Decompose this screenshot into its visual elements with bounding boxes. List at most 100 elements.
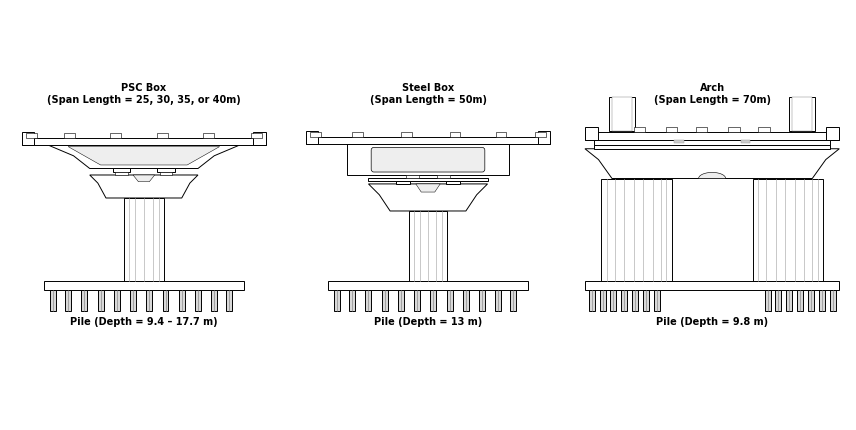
Bar xyxy=(538,131,550,145)
Bar xyxy=(776,291,782,311)
Bar xyxy=(787,291,793,311)
Bar xyxy=(306,131,318,145)
Bar xyxy=(310,132,321,137)
Bar xyxy=(610,291,616,311)
Bar xyxy=(81,291,87,311)
Bar xyxy=(621,291,627,311)
Bar xyxy=(306,137,550,145)
Polygon shape xyxy=(90,175,198,199)
Bar xyxy=(395,181,410,184)
Bar xyxy=(818,291,824,311)
Bar xyxy=(449,132,461,137)
FancyBboxPatch shape xyxy=(372,148,484,172)
Bar xyxy=(632,291,638,311)
Bar xyxy=(654,291,660,311)
Bar xyxy=(160,173,172,175)
Bar xyxy=(808,291,814,311)
Bar xyxy=(447,291,453,311)
Bar xyxy=(366,291,372,311)
Bar xyxy=(179,291,185,311)
Polygon shape xyxy=(585,149,840,179)
Bar xyxy=(463,291,469,311)
Bar xyxy=(789,98,815,131)
Bar xyxy=(437,176,449,178)
Bar xyxy=(479,291,485,311)
Bar xyxy=(347,145,509,176)
Bar xyxy=(826,127,840,141)
Bar xyxy=(382,291,388,311)
Text: Steel Box
(Span Length = 50m): Steel Box (Span Length = 50m) xyxy=(370,83,486,104)
Bar xyxy=(829,291,835,311)
Bar xyxy=(446,181,461,184)
Bar xyxy=(764,291,770,311)
Bar xyxy=(612,98,633,131)
Bar xyxy=(510,291,516,311)
Bar xyxy=(752,179,823,281)
Bar xyxy=(496,291,502,311)
Bar xyxy=(535,132,546,137)
Polygon shape xyxy=(698,173,726,179)
Bar xyxy=(98,291,104,311)
Bar xyxy=(601,179,672,281)
Bar xyxy=(599,291,605,311)
Bar xyxy=(251,134,262,138)
Text: Arch
(Span Length = 70m): Arch (Span Length = 70m) xyxy=(654,83,770,104)
Bar xyxy=(407,176,419,178)
Bar xyxy=(349,291,355,311)
Bar xyxy=(740,141,750,143)
Text: Pile (Depth = 9.8 m): Pile (Depth = 9.8 m) xyxy=(656,316,768,326)
Bar xyxy=(195,291,201,311)
Bar xyxy=(22,138,265,146)
Bar xyxy=(51,291,56,311)
Bar xyxy=(431,291,437,311)
Bar xyxy=(594,141,829,146)
Bar xyxy=(328,281,528,291)
Bar xyxy=(797,291,803,311)
Polygon shape xyxy=(133,175,155,182)
Polygon shape xyxy=(416,184,440,193)
Bar xyxy=(585,281,840,291)
Bar xyxy=(398,291,404,311)
Text: Pile (Depth = 13 m): Pile (Depth = 13 m) xyxy=(374,316,482,326)
Bar xyxy=(130,291,136,311)
Polygon shape xyxy=(49,146,239,169)
Text: Pile (Depth = 9.4 – 17.7 m): Pile (Depth = 9.4 – 17.7 m) xyxy=(70,316,217,326)
Bar xyxy=(633,127,645,133)
Bar xyxy=(589,291,595,311)
Bar xyxy=(335,291,341,311)
Polygon shape xyxy=(368,184,488,212)
Bar xyxy=(409,212,447,281)
Bar xyxy=(666,127,677,133)
Bar xyxy=(163,291,169,311)
Text: PSC Box
(Span Length = 25, 30, 35, or 40m): PSC Box (Span Length = 25, 30, 35, or 40… xyxy=(47,83,241,104)
Bar xyxy=(594,146,829,149)
Bar xyxy=(123,199,164,281)
Bar xyxy=(368,178,488,181)
Bar xyxy=(110,134,121,138)
Bar xyxy=(352,132,363,137)
Bar xyxy=(643,291,649,311)
Bar xyxy=(158,169,175,173)
Bar xyxy=(609,98,635,131)
Bar xyxy=(792,98,812,131)
Bar xyxy=(65,291,71,311)
Bar xyxy=(27,134,37,138)
Bar xyxy=(401,132,412,137)
Bar xyxy=(114,291,120,311)
Bar xyxy=(146,291,152,311)
Bar xyxy=(22,133,34,146)
Bar xyxy=(696,127,707,133)
Bar xyxy=(113,169,130,173)
Bar xyxy=(226,291,232,311)
Polygon shape xyxy=(68,147,220,166)
Bar xyxy=(44,281,244,291)
Bar xyxy=(728,127,740,133)
Bar xyxy=(496,132,507,137)
Bar xyxy=(675,141,684,143)
Bar xyxy=(414,291,420,311)
Bar xyxy=(64,134,74,138)
Bar xyxy=(158,134,169,138)
Bar xyxy=(585,127,598,141)
Bar xyxy=(116,173,128,175)
Bar xyxy=(204,134,214,138)
